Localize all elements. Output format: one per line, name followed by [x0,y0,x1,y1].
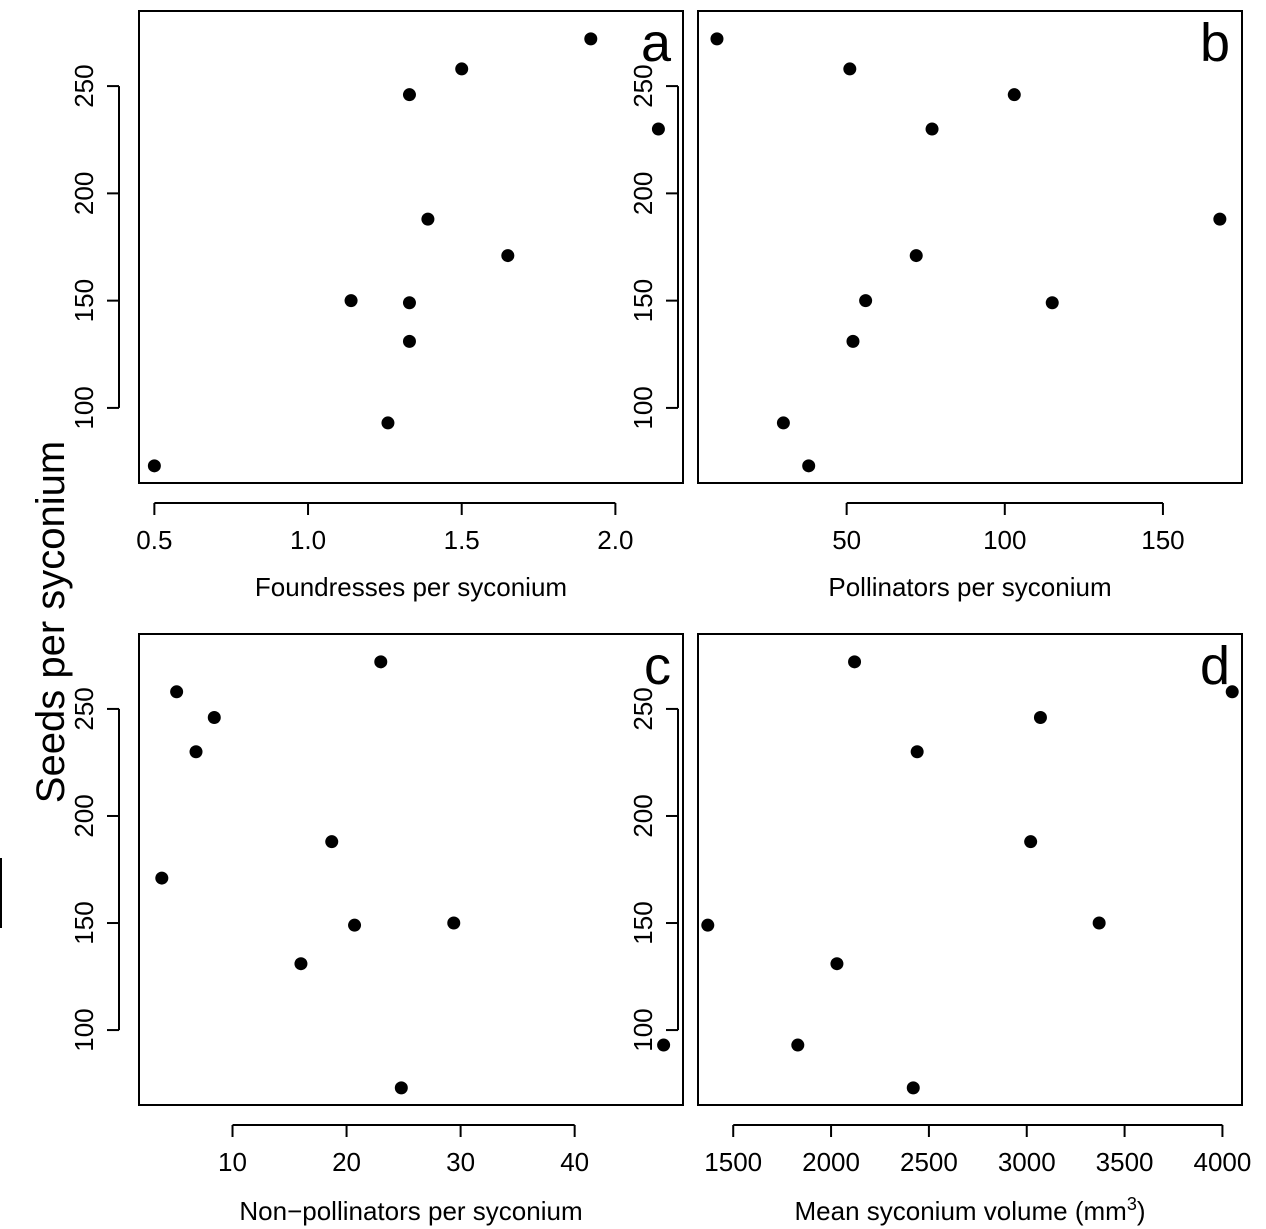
x-axis-title-c: Non−pollinators per syconium [239,1196,582,1226]
data-point-c [374,655,388,669]
data-point-b [859,294,873,308]
shared-y-axis-title: Seeds per syconium [29,441,73,803]
data-point-b [1045,296,1059,310]
data-point-b [1213,212,1227,226]
data-point-a [651,122,665,136]
data-point-b [1007,88,1021,102]
data-point-d [830,957,844,971]
data-point-a [455,62,469,76]
plot-frame-c [138,633,684,1106]
data-point-b [925,122,939,136]
data-point-d [701,918,715,932]
x-tick-label-c: 20 [332,1147,361,1177]
panel-letter-c: c [644,636,671,696]
y-tick-label-c: 200 [69,794,99,837]
x-tick-label-a: 1.5 [444,525,480,555]
data-point-c [294,957,308,971]
data-point-d [1033,710,1047,724]
data-point-a [421,212,435,226]
data-point-a [402,334,416,348]
x-axis-title-a: Foundresses per syconium [255,572,567,602]
x-tick-label-a: 0.5 [136,525,172,555]
data-point-a [501,249,515,263]
data-point-a [147,459,161,473]
x-tick-label-d: 1500 [704,1147,762,1177]
data-point-d [906,1081,920,1095]
data-point-b [802,459,816,473]
plot-frame-a [138,10,684,484]
x-tick-label-b: 150 [1141,525,1184,555]
x-tick-label-d: 4000 [1194,1147,1252,1177]
panels-group: 0.5 1.0 1.5 2.0 100 150 200 250 Foundresses per … [69,10,1252,1226]
data-point-c [447,916,461,930]
x-tick-label-b: 100 [983,525,1026,555]
x-tick-label-c: 30 [446,1147,475,1177]
data-point-c [657,1038,671,1052]
y-tick-label-d: 100 [628,1008,658,1051]
panel-a: 0.5 1.0 1.5 2.0 100 150 200 250 Foundresses per … [69,10,684,602]
data-point-c [207,710,221,724]
y-tick-label-a: 250 [69,64,99,107]
y-tick-label-b: 250 [628,64,658,107]
panel-letter-b: b [1200,13,1230,73]
data-point-c [170,685,184,699]
x-tick-label-c: 40 [560,1147,589,1177]
x-tick-label-c: 10 [218,1147,247,1177]
plot-frame-d [697,633,1243,1106]
data-point-d [1092,916,1106,930]
panel-b: 50 100 150 100 150 200 250 Pollinators per syco… [628,10,1243,602]
y-tick-label-a: 150 [69,279,99,322]
x-tick-label-d: 3000 [998,1147,1056,1177]
y-tick-label-b: 100 [628,386,658,429]
data-point-a [344,294,358,308]
x-axis-title-b: Pollinators per syconium [828,572,1111,602]
data-point-c [348,918,362,932]
y-tick-label-b: 150 [628,279,658,322]
x-tick-label-d: 3500 [1096,1147,1154,1177]
panel-d: 1500 2000 2500 3000 3500 4000 100 150 200 250 Mean… [628,633,1252,1226]
data-point-b [776,416,790,430]
data-point-c [189,745,203,759]
x-tick-label-a: 1.0 [290,525,326,555]
panel-letter-d: d [1200,636,1230,696]
y-tick-label-c: 150 [69,901,99,944]
data-point-b [710,32,724,46]
y-tick-label-c: 250 [69,687,99,730]
data-point-a [381,416,395,430]
y-tick-label-d: 150 [628,901,658,944]
x-tick-label-d: 2500 [900,1147,958,1177]
x-tick-label-a: 2.0 [597,525,633,555]
data-point-c [394,1081,408,1095]
x-axis-title-d: Mean syconium volume (mm3) [795,1194,1146,1226]
data-point-c [325,835,339,849]
data-point-b [909,249,923,263]
y-tick-label-d: 200 [628,794,658,837]
data-point-b [843,62,857,76]
data-point-c [155,871,169,885]
y-tick-label-b: 200 [628,172,658,215]
data-point-a [402,88,416,102]
y-tick-label-a: 200 [69,172,99,215]
x-tick-label-d: 2000 [802,1147,860,1177]
panel-letter-a: a [641,13,672,73]
data-point-b [846,334,860,348]
data-point-d [791,1038,805,1052]
data-point-a [584,32,598,46]
plot-frame-b [697,10,1243,484]
x-tick-label-b: 50 [832,525,861,555]
data-point-d [1225,685,1239,699]
data-point-d [848,655,862,669]
data-point-d [1024,835,1038,849]
data-point-d [910,745,924,759]
y-tick-label-c: 100 [69,1008,99,1051]
y-tick-label-d: 250 [628,687,658,730]
panel-c: 10 20 30 40 100 150 200 250 Non−pollinators per … [69,633,684,1226]
y-tick-label-a: 100 [69,386,99,429]
data-point-a [402,296,416,310]
